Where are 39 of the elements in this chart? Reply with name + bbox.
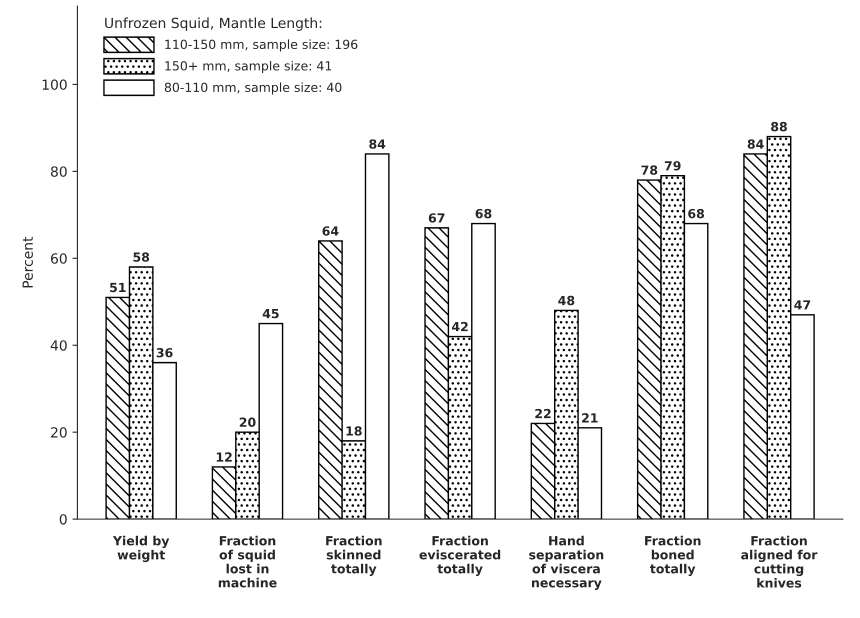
- x-tick-label: Fraction of squid lost in machine: [218, 536, 277, 588]
- legend-title: Unfrozen Squid, Mantle Length:: [105, 17, 322, 31]
- y-tick-label: 40: [50, 340, 67, 351]
- data-label: 18: [346, 426, 362, 436]
- data-label: 48: [558, 296, 574, 306]
- data-label: 45: [262, 309, 279, 318]
- data-label: 58: [133, 252, 150, 262]
- data-label: 68: [688, 208, 704, 218]
- data-label: 68: [476, 208, 492, 218]
- data-label: 79: [664, 161, 681, 171]
- data-label: 12: [216, 452, 232, 462]
- data-label: 64: [322, 226, 339, 236]
- data-label: 42: [452, 322, 468, 332]
- legend-label: 110-150 mm, sample size: 196: [165, 39, 358, 52]
- legend-label: 80-110 mm, sample size: 40: [164, 82, 342, 94]
- x-tick-label: Fraction eviscerated totally: [420, 536, 500, 576]
- data-label: 20: [240, 418, 256, 427]
- y-tick-label: 80: [50, 166, 67, 177]
- data-label: 84: [369, 139, 386, 149]
- y-tick-label: 20: [51, 427, 67, 438]
- legend-label: 150+ mm, sample size: 41: [165, 60, 332, 73]
- data-label: 51: [110, 282, 126, 292]
- y-tick-label: 60: [50, 253, 67, 264]
- x-tick-label: Fraction aligned for cutting knives: [741, 536, 818, 588]
- data-label: 88: [771, 122, 787, 132]
- y-tick-label: 100: [42, 79, 67, 90]
- y-axis-title: Percent: [22, 236, 33, 288]
- x-tick-label: Fraction skinned totally: [326, 536, 382, 576]
- x-tick-label: Fraction boned totally: [645, 536, 700, 576]
- data-label: 47: [794, 300, 810, 310]
- data-label: 78: [641, 165, 658, 175]
- data-label: 67: [428, 213, 444, 223]
- data-label: 36: [156, 348, 173, 358]
- y-tick-label: 0: [60, 514, 67, 525]
- data-label: 84: [748, 139, 764, 149]
- data-label: 21: [582, 413, 598, 422]
- x-tick-label: Hand separation of viscera necessary: [529, 536, 604, 590]
- data-label: 22: [535, 408, 551, 418]
- x-tick-label: Yield by weight: [112, 536, 170, 562]
